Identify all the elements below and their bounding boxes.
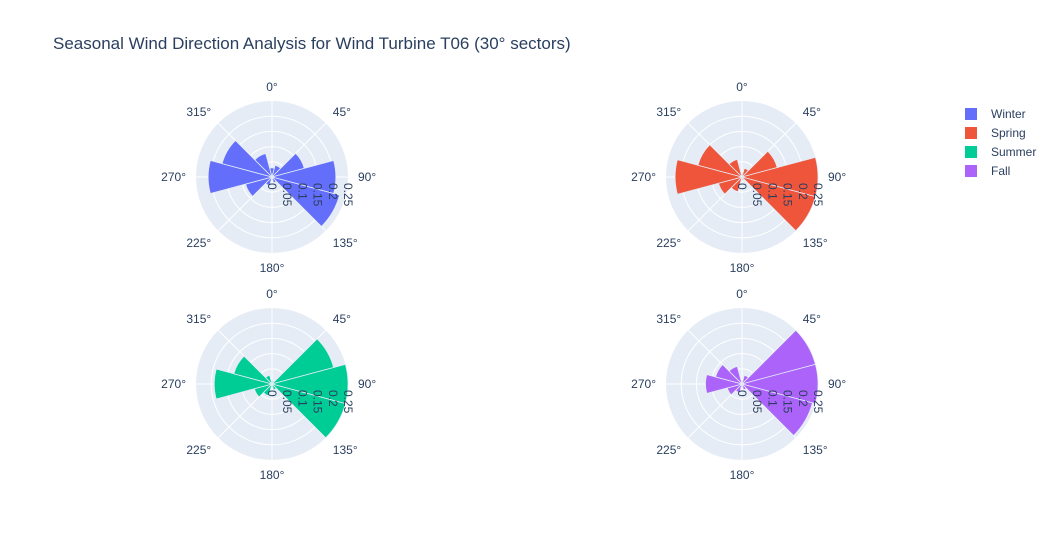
wind-bar-summer-120[interactable] [270, 383, 346, 439]
angular-tick-label: 135° [803, 236, 828, 250]
radial-tick-label: 0.1 [295, 390, 309, 407]
wind-bar-winter-150[interactable] [271, 175, 277, 184]
radial-tick-label: 0.25 [341, 183, 355, 207]
wind-bar-winter-270[interactable] [207, 159, 274, 195]
wind-bar-summer-300[interactable] [233, 355, 274, 385]
wind-bar-spring-300[interactable] [697, 144, 744, 178]
wind-bar-fall-90[interactable] [740, 363, 819, 405]
angular-tick-label: 180° [260, 261, 285, 275]
wind-bar-spring-330[interactable] [728, 158, 743, 179]
wind-bar-summer-270[interactable] [213, 368, 274, 400]
angular-tick-label: 315° [186, 105, 211, 119]
angular-tick-label: 225° [656, 443, 681, 457]
angular-tick-label: 225° [656, 236, 681, 250]
angular-tick-label: 45° [803, 312, 821, 326]
angular-tick-label: 90° [828, 170, 846, 184]
wind-bar-spring-120[interactable] [740, 176, 816, 232]
chart-title: Seasonal Wind Direction Analysis for Win… [53, 34, 571, 53]
angular-tick-label: 45° [333, 105, 351, 119]
radial-tick-label: 0 [265, 390, 279, 397]
polar-subplot-summer: 0 0.05 0.1 0.15 0.2 0.25 0° 45° 90° 135° 180° 225° 2… [161, 287, 376, 482]
radial-tick-label: 0.2 [796, 183, 810, 200]
legend[interactable]: Winter Spring Summer Fall [965, 107, 1036, 178]
radial-tick-label: 0.1 [765, 390, 779, 407]
angular-tick-label: 180° [730, 261, 755, 275]
legend-swatch [965, 146, 977, 158]
radial-tick-label: 0.2 [326, 183, 340, 200]
angular-tick-label: 180° [260, 468, 285, 482]
legend-label: Spring [991, 126, 1026, 140]
radial-tick-label: 0.15 [311, 183, 325, 207]
wind-bar-fall-330[interactable] [728, 365, 743, 386]
legend-swatch [965, 127, 977, 139]
angular-tick-label: 315° [656, 105, 681, 119]
wind-bar-winter-330[interactable] [254, 153, 273, 179]
wind-bar-summer-150[interactable] [271, 382, 277, 391]
angular-tick-label: 180° [730, 468, 755, 482]
radial-tick-label: 0.2 [796, 390, 810, 407]
radial-tick-label: 0.05 [280, 390, 294, 414]
angular-tick-label: 270° [161, 377, 186, 391]
legend-label: Summer [991, 145, 1036, 159]
legend-swatch [965, 165, 977, 177]
radial-tick-label: 0.1 [295, 183, 309, 200]
angular-tick-label: 135° [803, 443, 828, 457]
wind-bar-summer-330[interactable] [264, 374, 273, 386]
legend-label: Winter [991, 107, 1026, 121]
radial-tick-label: 0 [735, 183, 749, 190]
wind-bar-fall-150[interactable] [741, 382, 747, 391]
wind-bar-fall-270[interactable] [705, 374, 744, 394]
radial-tick-label: 0.05 [750, 183, 764, 207]
angular-tick-label: 90° [358, 170, 376, 184]
angular-tick-label: 0° [736, 287, 748, 301]
legend-item-spring[interactable]: Spring [965, 126, 1026, 140]
angular-tick-label: 0° [266, 287, 278, 301]
angular-tick-label: 270° [631, 170, 656, 184]
radial-tick-label: 0 [265, 183, 279, 190]
radial-tick-label: 0 [735, 390, 749, 397]
angular-tick-label: 45° [333, 312, 351, 326]
radial-tick-label: 0.25 [811, 390, 825, 414]
legend-swatch [965, 108, 977, 120]
angular-tick-label: 90° [358, 377, 376, 391]
polar-subplot-spring: 0 0.05 0.1 0.15 0.2 0.25 0° 45° 90° 135° 180° 225° 2… [631, 80, 846, 275]
radial-tick-label: 0.25 [811, 183, 825, 207]
legend-item-summer[interactable]: Summer [965, 145, 1036, 159]
angular-tick-label: 0° [736, 80, 748, 94]
polar-subplot-winter: 0 0.05 0.1 0.15 0.2 0.25 0° 45° 90° 135° 180° 225° 2… [161, 80, 376, 275]
legend-item-winter[interactable]: Winter [965, 107, 1026, 121]
wind-bar-fall-300[interactable] [715, 364, 744, 385]
angular-tick-label: 315° [186, 312, 211, 326]
angular-tick-label: 0° [266, 80, 278, 94]
legend-item-fall[interactable]: Fall [965, 164, 1010, 178]
angular-tick-label: 90° [828, 377, 846, 391]
wind-bar-fall-120[interactable] [740, 383, 813, 437]
radial-tick-label: 0.2 [326, 390, 340, 407]
wind-bar-winter-300[interactable] [221, 139, 274, 178]
angular-tick-label: 135° [333, 443, 358, 457]
radial-tick-label: 0.25 [341, 390, 355, 414]
angular-tick-label: 225° [186, 443, 211, 457]
angular-tick-label: 45° [803, 105, 821, 119]
angular-tick-label: 270° [161, 170, 186, 184]
radial-tick-label: 0.15 [781, 183, 795, 207]
radial-tick-label: 0.15 [781, 390, 795, 414]
radial-tick-label: 0.05 [750, 390, 764, 414]
radial-tick-label: 0.15 [311, 390, 325, 414]
wind-bar-spring-270[interactable] [674, 159, 744, 195]
polar-subplot-fall: 0 0.05 0.1 0.15 0.2 0.25 0° 45° 90° 135° 180° 225° 2… [631, 287, 846, 482]
angular-tick-label: 270° [631, 377, 656, 391]
legend-label: Fall [991, 164, 1010, 178]
angular-tick-label: 315° [656, 312, 681, 326]
wind-bar-winter-120[interactable] [270, 176, 341, 228]
angular-tick-label: 225° [186, 236, 211, 250]
subplots-layer: 0 0.05 0.1 0.15 0.2 0.250°45°90°135°180°225°2… [161, 80, 846, 482]
angular-tick-label: 135° [333, 236, 358, 250]
radial-tick-label: 0.1 [765, 183, 779, 200]
radial-tick-label: 0.05 [280, 183, 294, 207]
